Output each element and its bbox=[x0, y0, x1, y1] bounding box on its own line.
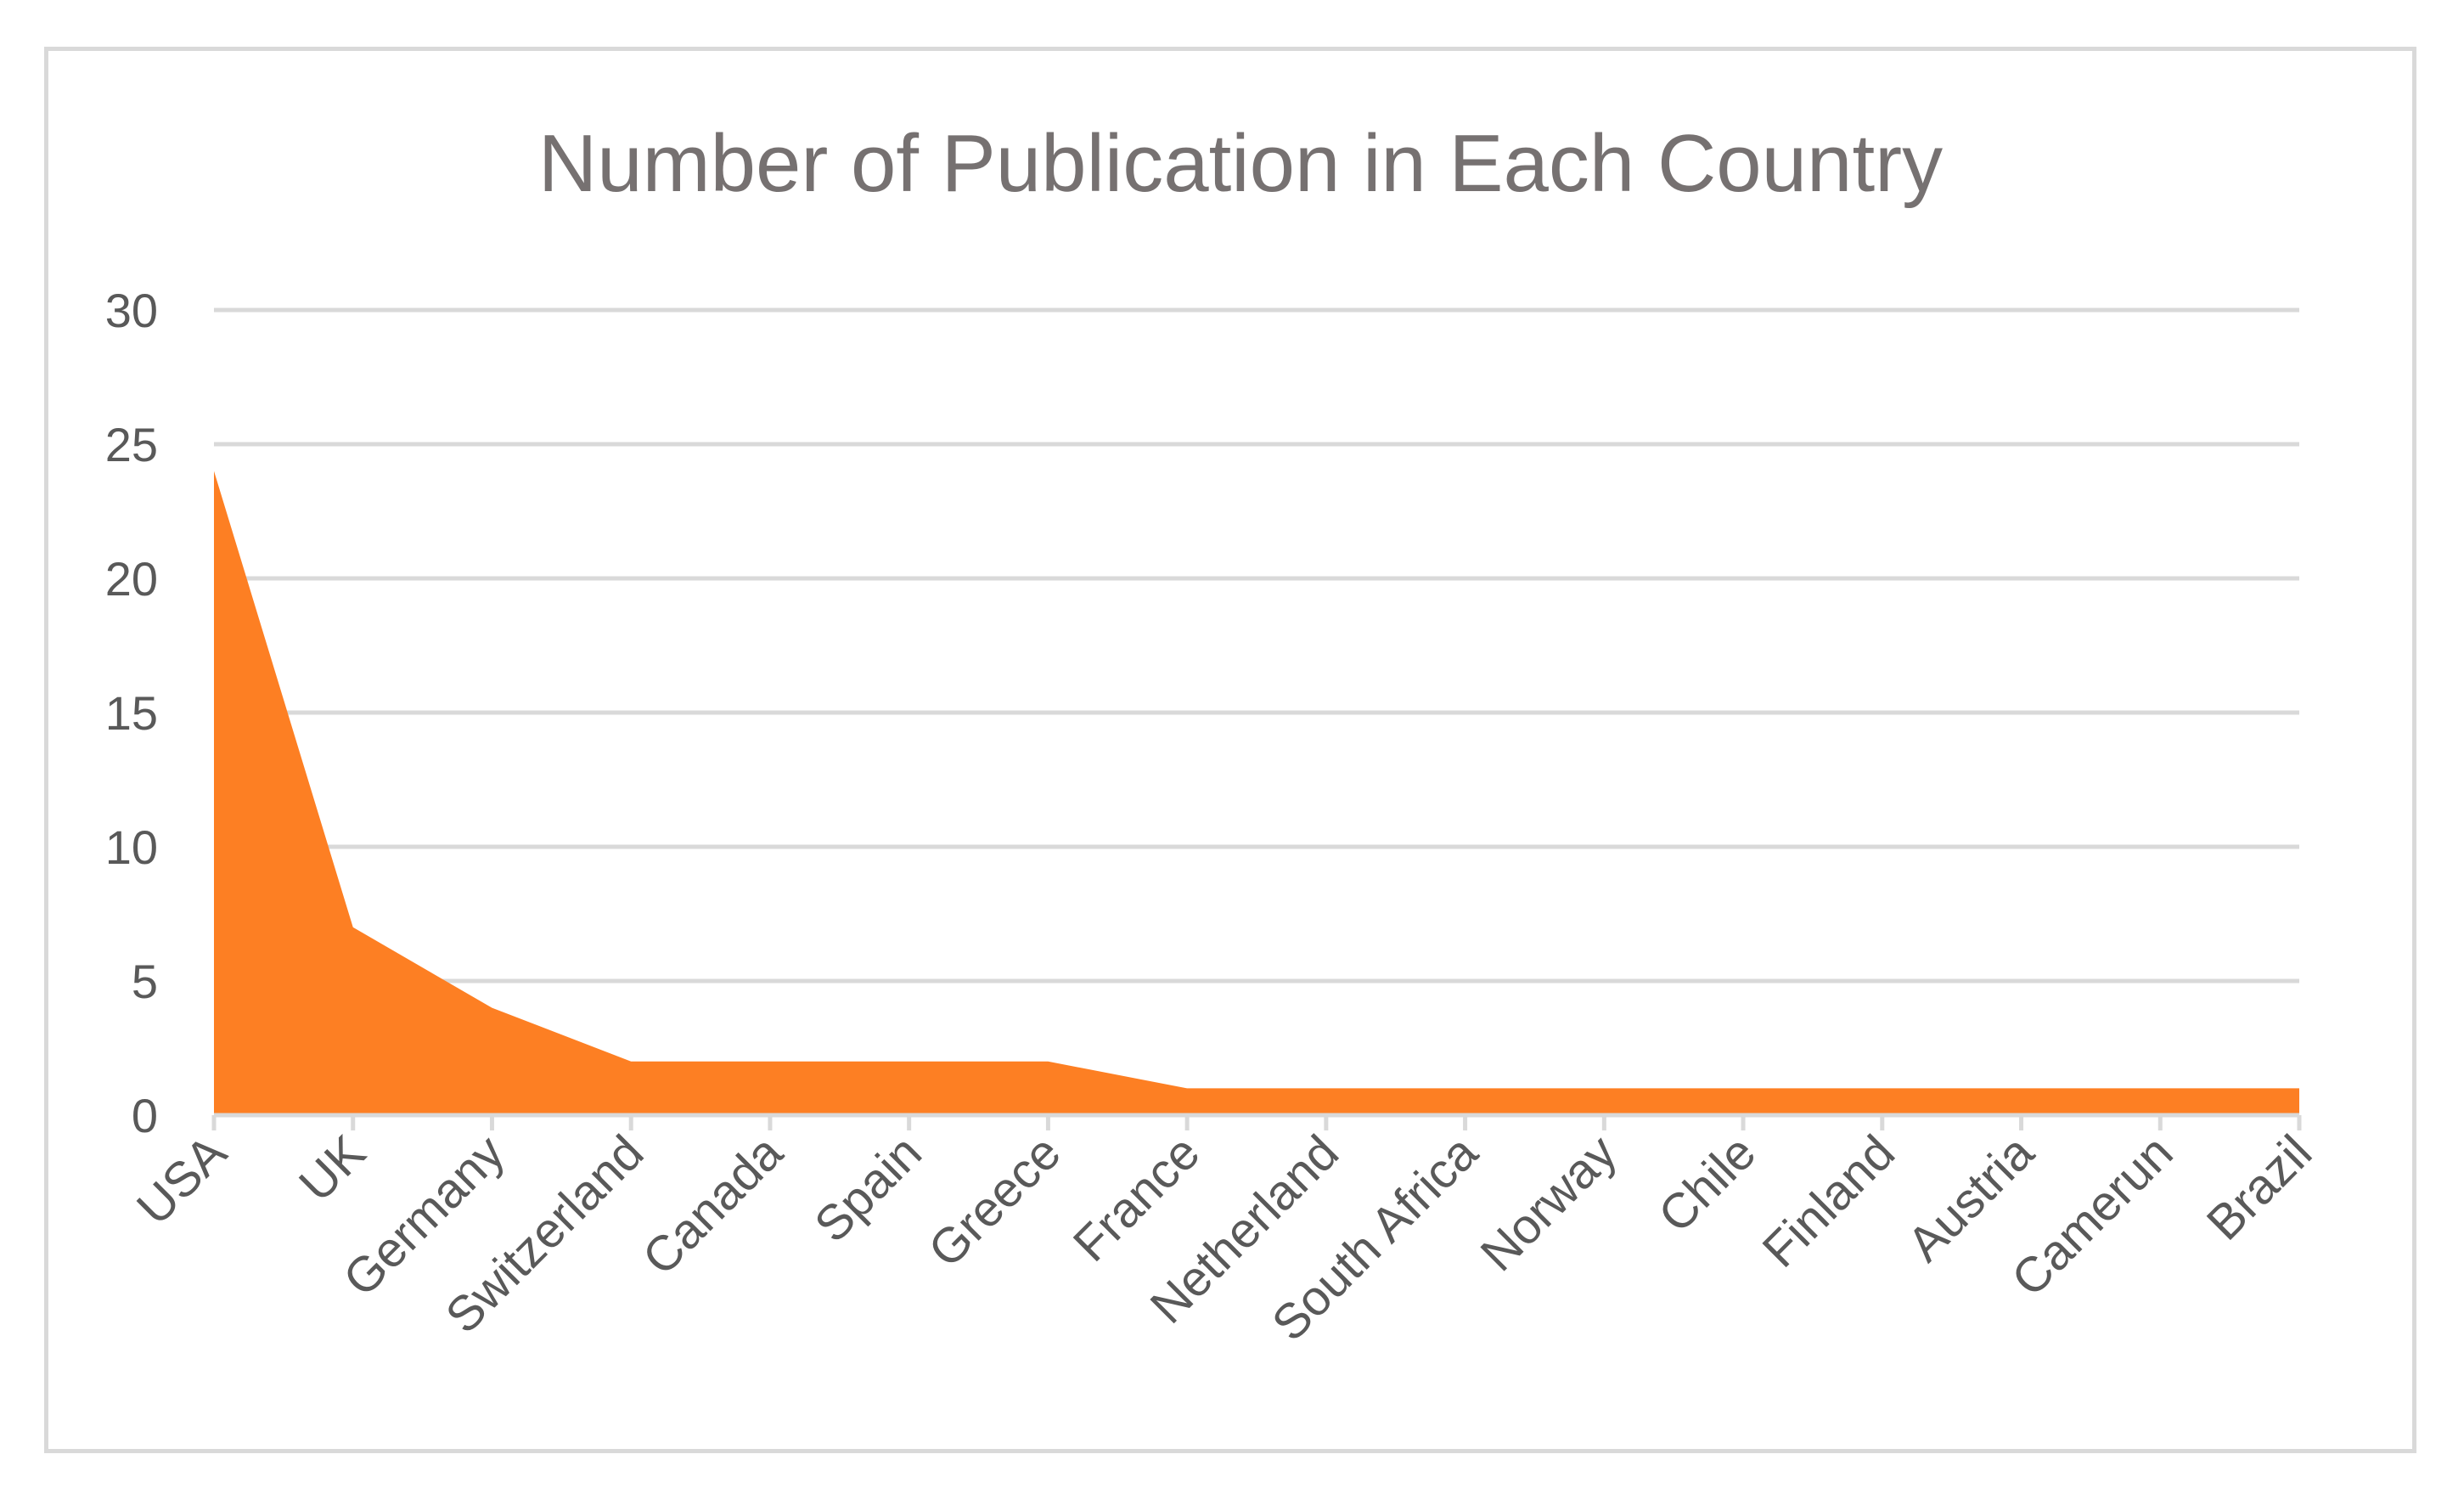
x-tick-label-finland: Finland bbox=[1752, 1125, 1905, 1277]
x-tick-label-greece: Greece bbox=[918, 1125, 1071, 1277]
x-tick-label-brazil: Brazil bbox=[2197, 1125, 2323, 1251]
chart-title: Number of Publication in Each Country bbox=[538, 118, 1943, 209]
y-tick-label-25: 25 bbox=[105, 418, 158, 471]
y-tick-label-15: 15 bbox=[105, 686, 158, 740]
area-series bbox=[214, 471, 2299, 1115]
y-axis-tick-labels: 0 5 10 15 20 25 30 bbox=[105, 284, 158, 1142]
y-tick-label-30: 30 bbox=[105, 284, 158, 337]
area-fill bbox=[214, 471, 2299, 1115]
x-tick-label-chile: Chile bbox=[1648, 1125, 1766, 1243]
y-tick-label-0: 0 bbox=[132, 1089, 158, 1142]
x-tick-label-canada: Canada bbox=[632, 1125, 793, 1286]
x-axis bbox=[211, 1113, 2302, 1130]
chart-frame bbox=[44, 47, 2416, 1453]
x-tick-label-norway: Norway bbox=[1471, 1125, 1628, 1282]
x-tick-label-uk: UK bbox=[289, 1125, 376, 1212]
x-tick-label-spain: Spain bbox=[804, 1125, 932, 1253]
gridlines bbox=[214, 307, 2299, 984]
y-tick-label-10: 10 bbox=[105, 820, 158, 874]
y-tick-label-5: 5 bbox=[132, 955, 158, 1008]
y-tick-label-20: 20 bbox=[105, 552, 158, 606]
